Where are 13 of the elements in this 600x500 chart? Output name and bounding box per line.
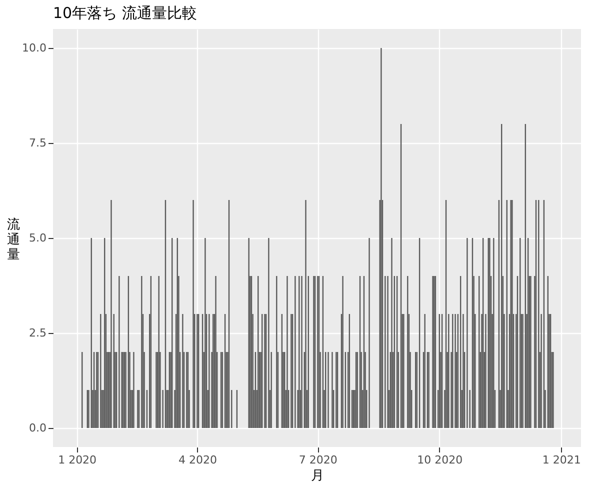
y-tick-label: 0.0 (29, 422, 46, 434)
y-tick-label: 2.5 (29, 326, 46, 340)
x-tick-label: 10 2020 (417, 454, 463, 466)
x-tick-label: 4 2020 (178, 454, 217, 466)
y-axis-title: 流通量 (7, 216, 20, 262)
y-tick-label: 7.5 (29, 136, 46, 150)
x-tick-label: 1 2020 (58, 454, 97, 466)
x-axis-title: 月 (311, 468, 324, 484)
y-tick-label: 5.0 (29, 232, 46, 244)
y-tick-label: 10.0 (22, 42, 46, 54)
chart-title: 10年落ち 流通量比較 (53, 4, 197, 22)
x-tick-label: 7 2020 (298, 454, 338, 466)
x-tick-label: 1 2021 (542, 454, 581, 466)
